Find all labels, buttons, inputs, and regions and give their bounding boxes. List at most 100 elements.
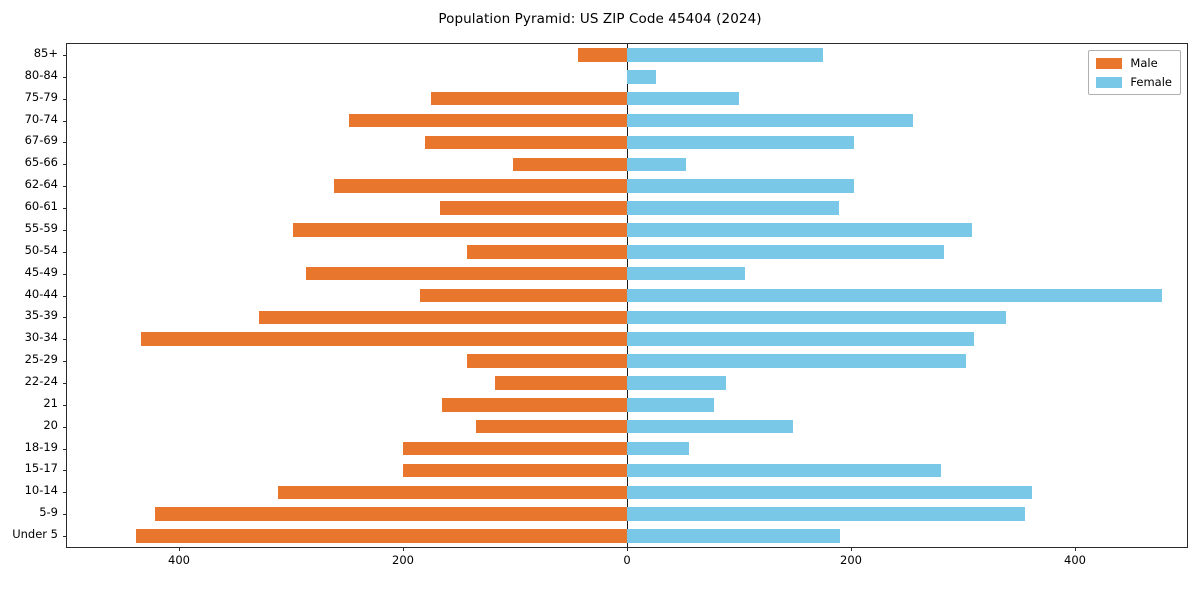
y-tick-mark — [63, 382, 67, 384]
y-tick-label: 60-61 — [24, 199, 58, 214]
legend-item-female: Female — [1096, 75, 1172, 89]
bar-male — [475, 419, 627, 434]
bar-row — [67, 223, 1187, 237]
y-tick-mark — [63, 404, 67, 406]
bar-female — [627, 376, 726, 390]
bar-female — [627, 419, 793, 434]
y-tick-mark — [63, 448, 67, 450]
bar-female — [627, 332, 975, 346]
bar-row — [67, 244, 1187, 259]
x-tick-label: 0 — [623, 553, 631, 567]
y-tick-mark — [63, 98, 67, 100]
y-tick-mark — [63, 492, 67, 494]
bar-female — [627, 485, 1033, 500]
bar-female — [627, 70, 657, 84]
bar-row — [67, 332, 1187, 346]
x-tick-label: 200 — [840, 553, 862, 567]
bar-male — [439, 201, 627, 215]
bar-male — [258, 310, 627, 325]
bar-row — [67, 485, 1187, 500]
x-tick-label: 400 — [1064, 553, 1086, 567]
bar-row — [67, 179, 1187, 193]
bar-male — [140, 332, 627, 346]
y-tick-mark — [63, 361, 67, 363]
bar-male — [466, 244, 627, 259]
bar-female — [627, 244, 944, 259]
y-tick-mark — [63, 470, 67, 472]
legend-label-male: Male — [1130, 56, 1158, 70]
bar-male — [577, 48, 627, 62]
y-tick-label: 40-44 — [24, 286, 58, 301]
bar-male — [155, 507, 627, 521]
y-tick-label: 80-84 — [24, 67, 58, 82]
bar-row — [67, 113, 1187, 128]
y-tick-mark — [63, 208, 67, 210]
bar-female — [627, 135, 855, 150]
bar-row — [67, 310, 1187, 325]
y-tick-label: 65-66 — [24, 155, 58, 170]
bar-male — [442, 398, 627, 412]
y-tick-mark — [63, 273, 67, 275]
x-tick-label: 200 — [392, 553, 414, 567]
bar-male — [466, 354, 627, 368]
bar-row — [67, 419, 1187, 434]
bar-male — [512, 157, 627, 172]
bar-row — [67, 441, 1187, 456]
x-tick-mark — [851, 547, 852, 551]
y-tick-label: 45-49 — [24, 264, 58, 279]
y-tick-mark — [63, 295, 67, 297]
bar-row — [67, 266, 1187, 281]
bar-male — [403, 441, 627, 456]
y-tick-mark — [63, 229, 67, 231]
y-tick-label: 10-14 — [24, 483, 58, 498]
bar-row — [67, 354, 1187, 368]
y-tick-label: 22-24 — [24, 373, 58, 388]
x-tick-mark — [1075, 547, 1076, 551]
bar-female — [627, 179, 855, 193]
legend-label-female: Female — [1130, 75, 1172, 89]
bar-female — [627, 441, 689, 456]
bar-row — [67, 507, 1187, 521]
legend-swatch-female-icon — [1096, 76, 1123, 88]
y-tick-mark — [63, 536, 67, 538]
bar-male — [333, 179, 627, 193]
y-tick-label: 85+ — [33, 45, 58, 60]
bar-female — [627, 201, 839, 215]
chart-title: Population Pyramid: US ZIP Code 45404 (2… — [438, 11, 762, 27]
bar-female — [627, 398, 715, 412]
bar-female — [627, 507, 1025, 521]
bar-female — [627, 157, 687, 172]
y-tick-label: 21 — [43, 395, 58, 410]
y-tick-label: 70-74 — [24, 111, 58, 126]
bar-female — [627, 266, 745, 281]
y-tick-label: 35-39 — [24, 308, 58, 323]
x-tick-mark — [403, 547, 404, 551]
y-tick-label: 62-64 — [24, 177, 58, 192]
bar-female — [627, 223, 972, 237]
y-tick-mark — [63, 142, 67, 144]
bar-row — [67, 157, 1187, 172]
bar-male — [494, 376, 627, 390]
bar-row — [67, 376, 1187, 390]
y-tick-label: 15-17 — [24, 461, 58, 476]
legend-swatch-male-icon — [1096, 57, 1123, 69]
bar-row — [67, 201, 1187, 215]
y-tick-label: Under 5 — [12, 527, 58, 542]
bar-male — [431, 91, 627, 106]
bar-female — [627, 463, 941, 478]
bar-female — [627, 529, 840, 543]
y-tick-label: 18-19 — [24, 439, 58, 454]
y-tick-label: 30-34 — [24, 330, 58, 345]
bar-male — [419, 288, 627, 303]
bar-male — [293, 223, 627, 237]
y-tick-label: 67-69 — [24, 133, 58, 148]
chart-legend: Male Female — [1088, 50, 1181, 95]
y-tick-label: 5-9 — [39, 505, 58, 520]
bar-female — [627, 113, 913, 128]
bar-female — [627, 288, 1163, 303]
y-tick-label: 20 — [43, 417, 58, 432]
x-tick-mark — [179, 547, 180, 551]
bar-male — [136, 529, 627, 543]
bar-female — [627, 310, 1006, 325]
